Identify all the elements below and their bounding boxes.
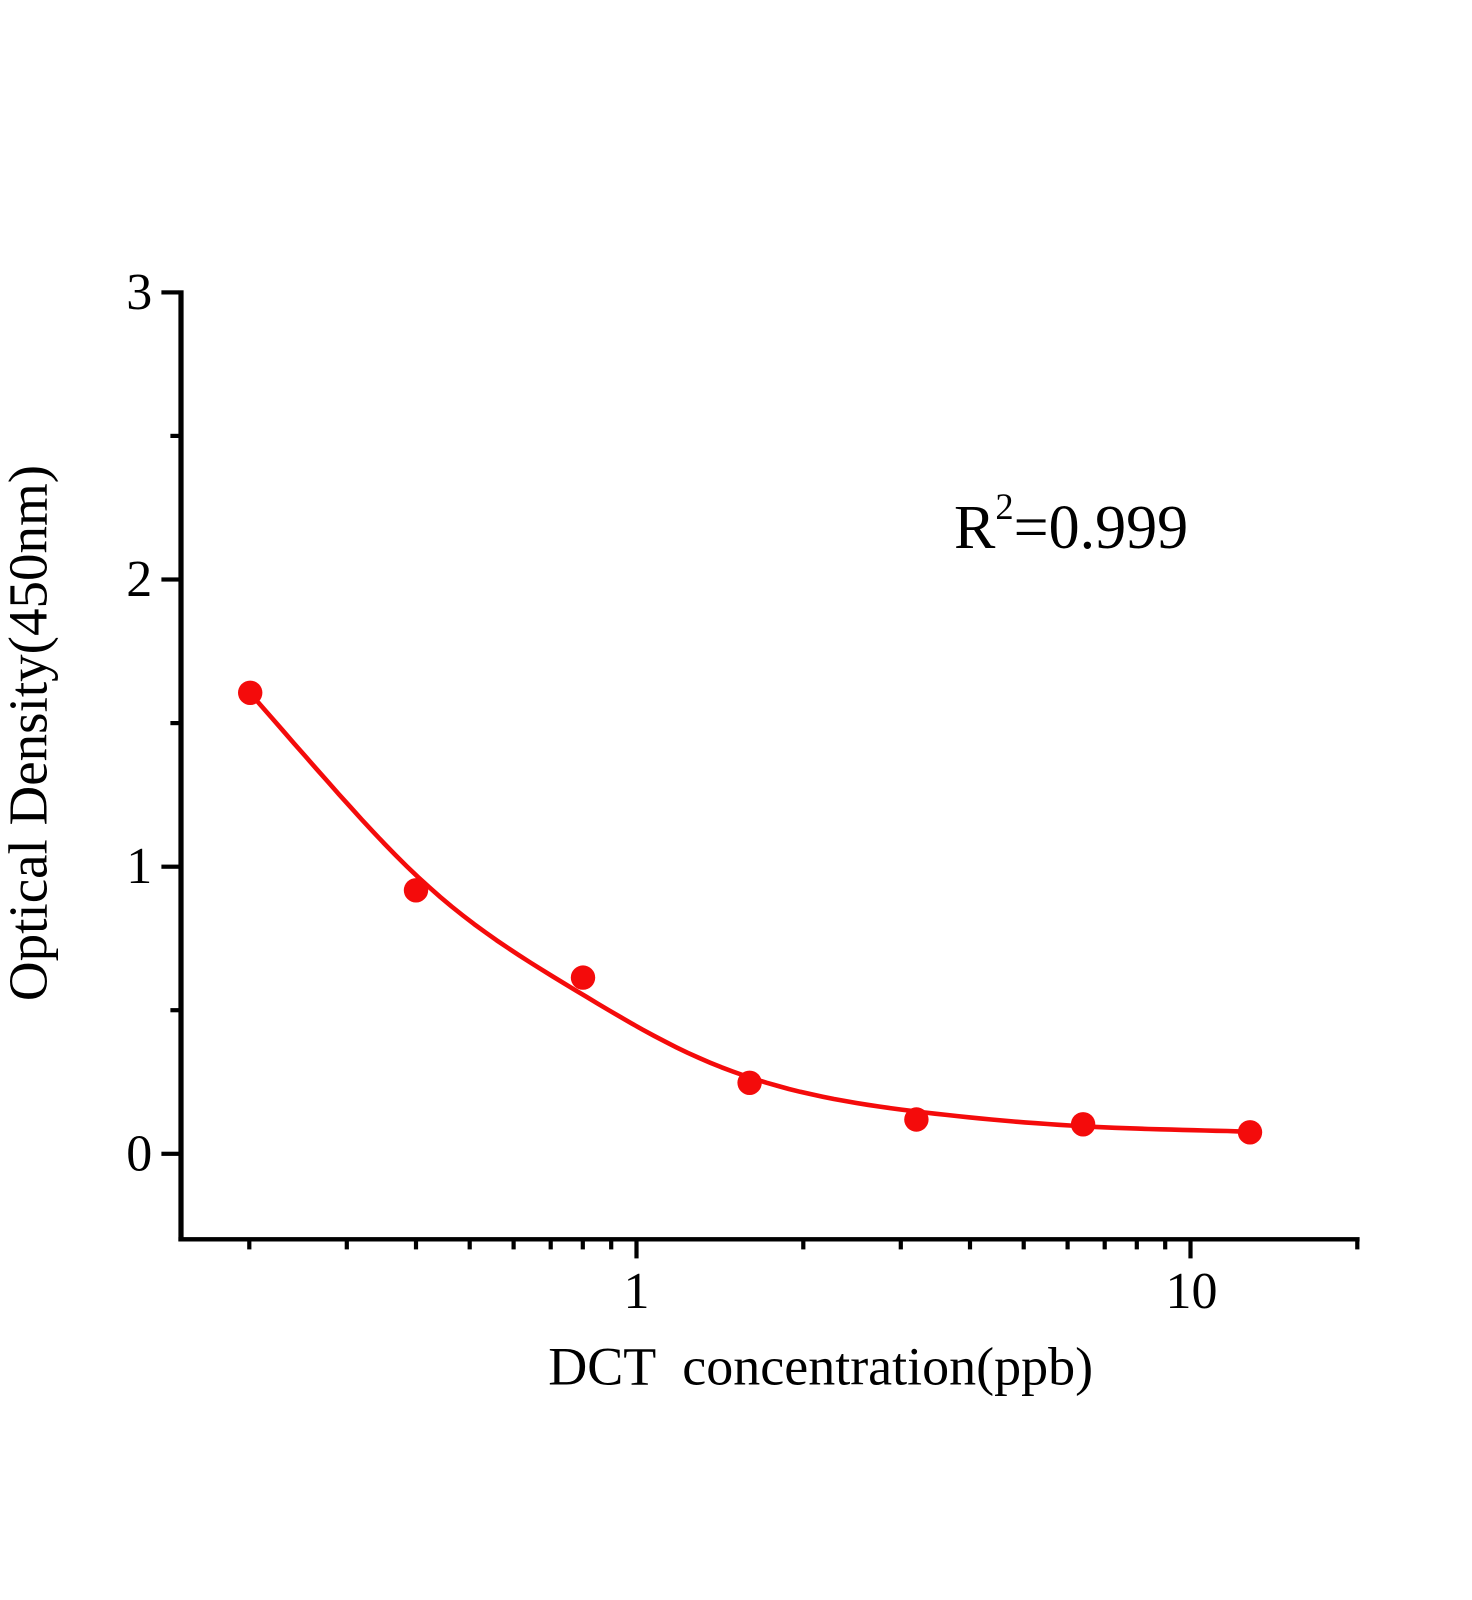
- svg-text:Optical Density(450nm): Optical Density(450nm): [0, 465, 59, 1001]
- svg-text:1: 1: [126, 838, 152, 895]
- svg-text:10: 10: [1166, 1263, 1218, 1320]
- svg-text:3: 3: [126, 264, 152, 321]
- svg-text:0: 0: [126, 1125, 152, 1182]
- svg-text:2: 2: [126, 551, 152, 608]
- svg-text:DCT concentration(ppb): DCT concentration(ppb): [548, 1337, 1093, 1397]
- svg-text:1: 1: [624, 1263, 650, 1320]
- svg-text:R2=0.999: R2=0.999: [954, 486, 1188, 562]
